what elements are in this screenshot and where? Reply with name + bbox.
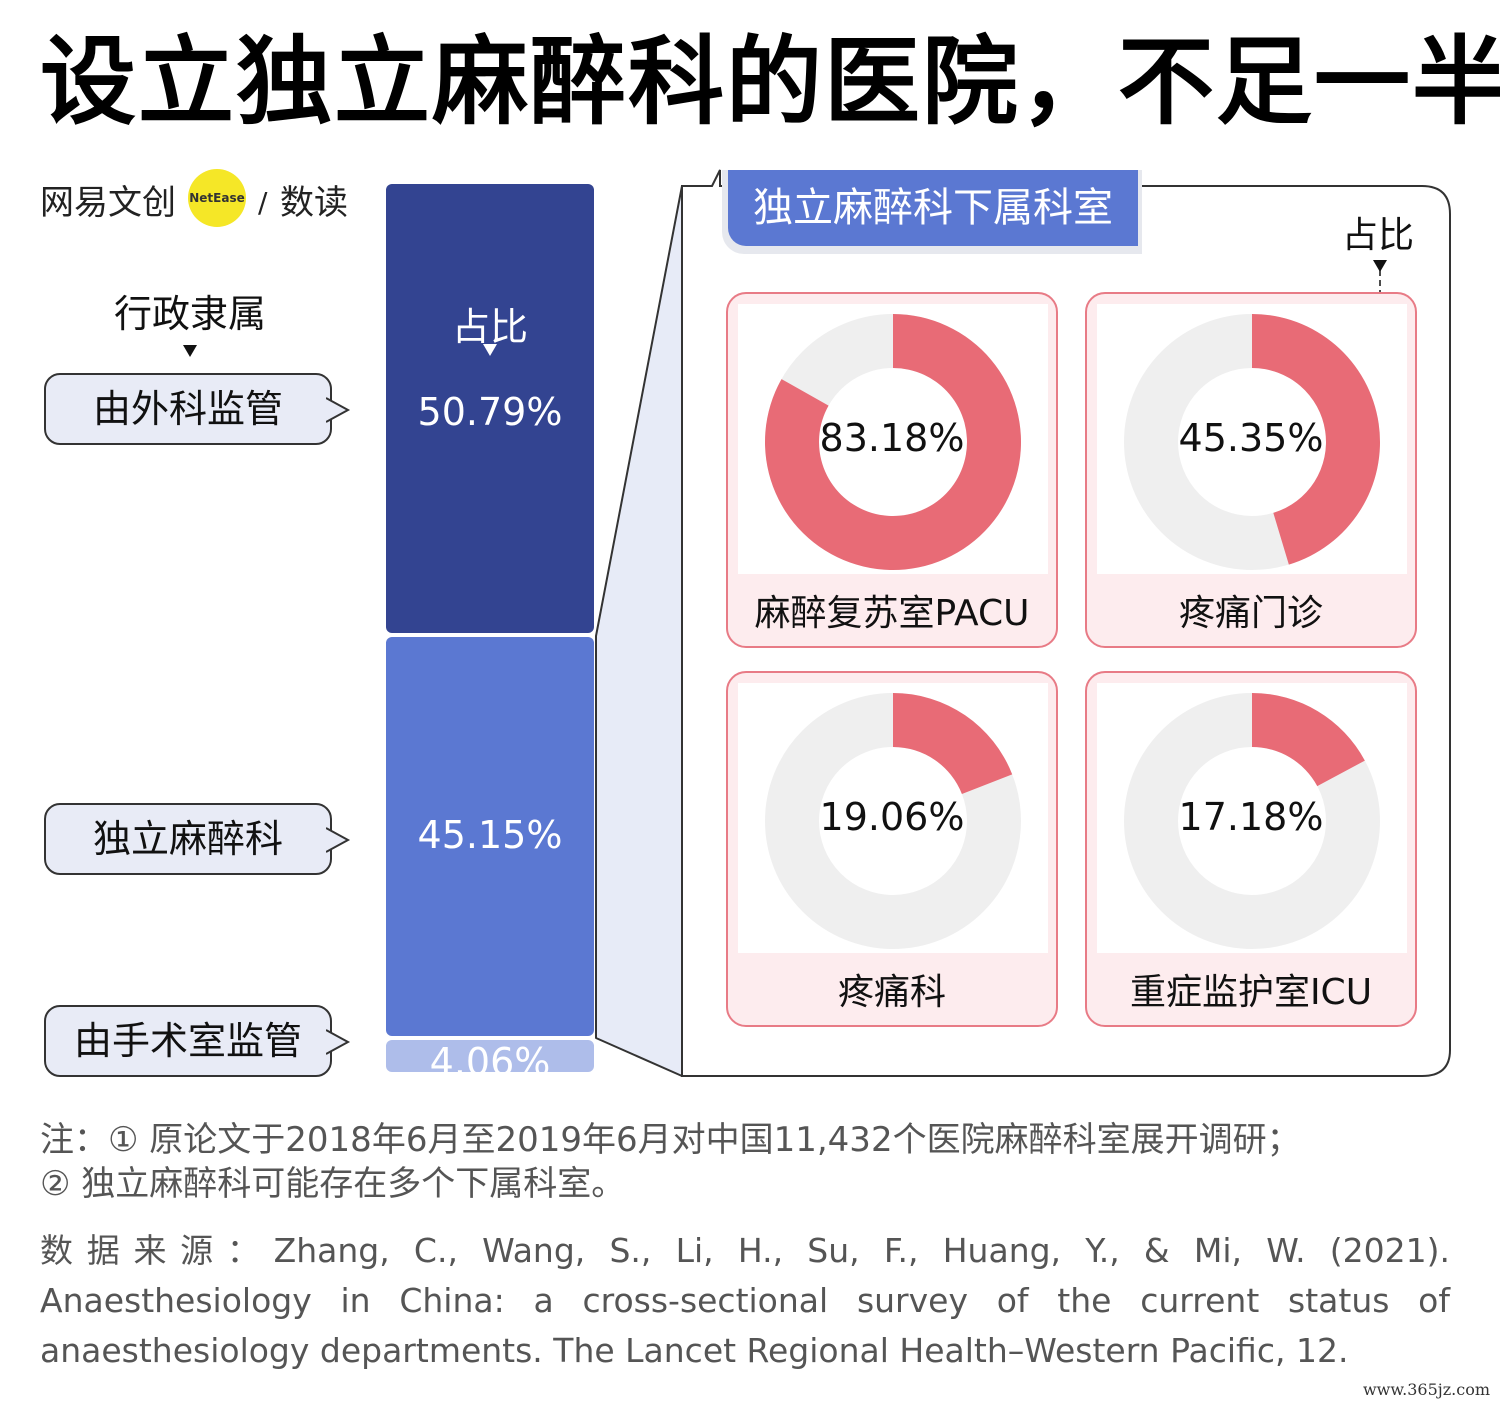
donut-label: 疼痛科 bbox=[837, 972, 946, 1013]
footnote-line-1: 注：① 原论文于2018年6月至2019年6月对中国11,432个医院麻醉科室展… bbox=[40, 1120, 1301, 1160]
donut-column-head: 占比 bbox=[1342, 215, 1415, 256]
category-pill-surgery: 由外科监管 bbox=[44, 373, 351, 445]
logo-brand: 网易文创 bbox=[40, 183, 176, 223]
donut-card-pain-dept: 19.06% 疼痛科 bbox=[726, 671, 1058, 1027]
donut-chart-pain-dept bbox=[765, 693, 1021, 949]
donut-card-pain-clinic: 45.35% 疼痛门诊 bbox=[1085, 292, 1417, 648]
category-label: 由外科监管 bbox=[92, 387, 283, 431]
data-source: 数据来源：Zhang, C., Wang, S., Li, H., Su, F.… bbox=[40, 1231, 1450, 1370]
zoom-connector bbox=[595, 185, 683, 1077]
donut-card-icu: 17.18% 重症监护室ICU bbox=[1085, 671, 1417, 1027]
logo-slash: / bbox=[258, 186, 268, 219]
donut-slice-pain-dept bbox=[893, 693, 1013, 795]
donut-value: 45.35% bbox=[1178, 416, 1324, 460]
page-title: 设立独立麻醉科的医院，不足一半 bbox=[40, 26, 1500, 138]
footnote: 注：① 原论文于2018年6月至2019年6月对中国11,432个医院麻醉科室展… bbox=[40, 1118, 1460, 1206]
pointer-icon bbox=[326, 1029, 351, 1055]
bar-segment-operating-room: 4.06% bbox=[386, 1039, 594, 1084]
donut-value: 83.18% bbox=[819, 416, 965, 460]
logo-column: 数读 bbox=[280, 183, 348, 223]
bar-segment-surgery: 占比 50.79% bbox=[386, 184, 594, 634]
watermark: www.365jz.com bbox=[1362, 1380, 1490, 1399]
bar-segment-independent: 45.15% bbox=[386, 637, 594, 1036]
donut-label: 疼痛门诊 bbox=[1178, 593, 1323, 634]
category-pill-operating-room: 由手术室监管 bbox=[44, 1005, 351, 1077]
donut-head-arrow-icon bbox=[1373, 260, 1387, 272]
donut-chart-pain-clinic bbox=[1124, 314, 1380, 570]
bar-head: 占比 bbox=[451, 305, 528, 349]
category-label: 由手术室监管 bbox=[73, 1019, 302, 1063]
donut-slice-pacu bbox=[765, 314, 1021, 570]
donut-chart-icu bbox=[1124, 693, 1380, 949]
donut-label: 麻醉复苏室PACU bbox=[754, 593, 1030, 634]
donut-slice-icu bbox=[1252, 693, 1365, 787]
bar-value-label: 45.15% bbox=[417, 813, 563, 858]
donut-value: 19.06% bbox=[819, 795, 965, 839]
category-label: 独立麻醉科 bbox=[92, 817, 283, 861]
bar-value-label: 50.79% bbox=[417, 390, 563, 434]
bar-head-arrow-icon bbox=[483, 344, 497, 356]
donut-value: 17.18% bbox=[1178, 795, 1324, 839]
panel-title: 独立麻醉科下属科室 bbox=[728, 170, 1138, 246]
footnote-line-2: ② 独立麻醉科可能存在多个下属科室。 bbox=[40, 1164, 626, 1204]
brand-logo: 网易文创 NetEase / 数读 bbox=[40, 169, 370, 235]
logo-badge: NetEase bbox=[188, 169, 246, 227]
donut-slice-pain-clinic bbox=[1252, 314, 1380, 565]
left-column-head: 行政隶属 bbox=[113, 292, 266, 336]
donut-card-pacu: 83.18% 麻醉复苏室PACU bbox=[726, 292, 1058, 648]
left-head-arrow-icon bbox=[183, 345, 197, 357]
bar-value-label: 4.06% bbox=[429, 1039, 551, 1084]
donut-chart-pacu bbox=[765, 314, 1021, 570]
category-pill-independent: 独立麻醉科 bbox=[44, 803, 351, 875]
pointer-icon bbox=[326, 397, 351, 423]
donut-label: 重症监护室ICU bbox=[1129, 972, 1373, 1013]
pointer-icon bbox=[326, 827, 351, 853]
